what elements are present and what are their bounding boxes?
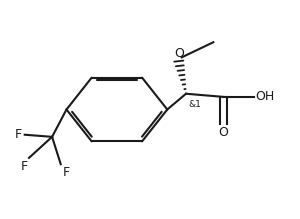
Text: F: F [63,166,70,179]
Text: F: F [20,159,27,173]
Text: O: O [218,126,228,139]
Text: O: O [174,47,184,60]
Text: OH: OH [256,90,275,103]
Text: F: F [15,128,22,141]
Text: &1: &1 [188,100,201,109]
